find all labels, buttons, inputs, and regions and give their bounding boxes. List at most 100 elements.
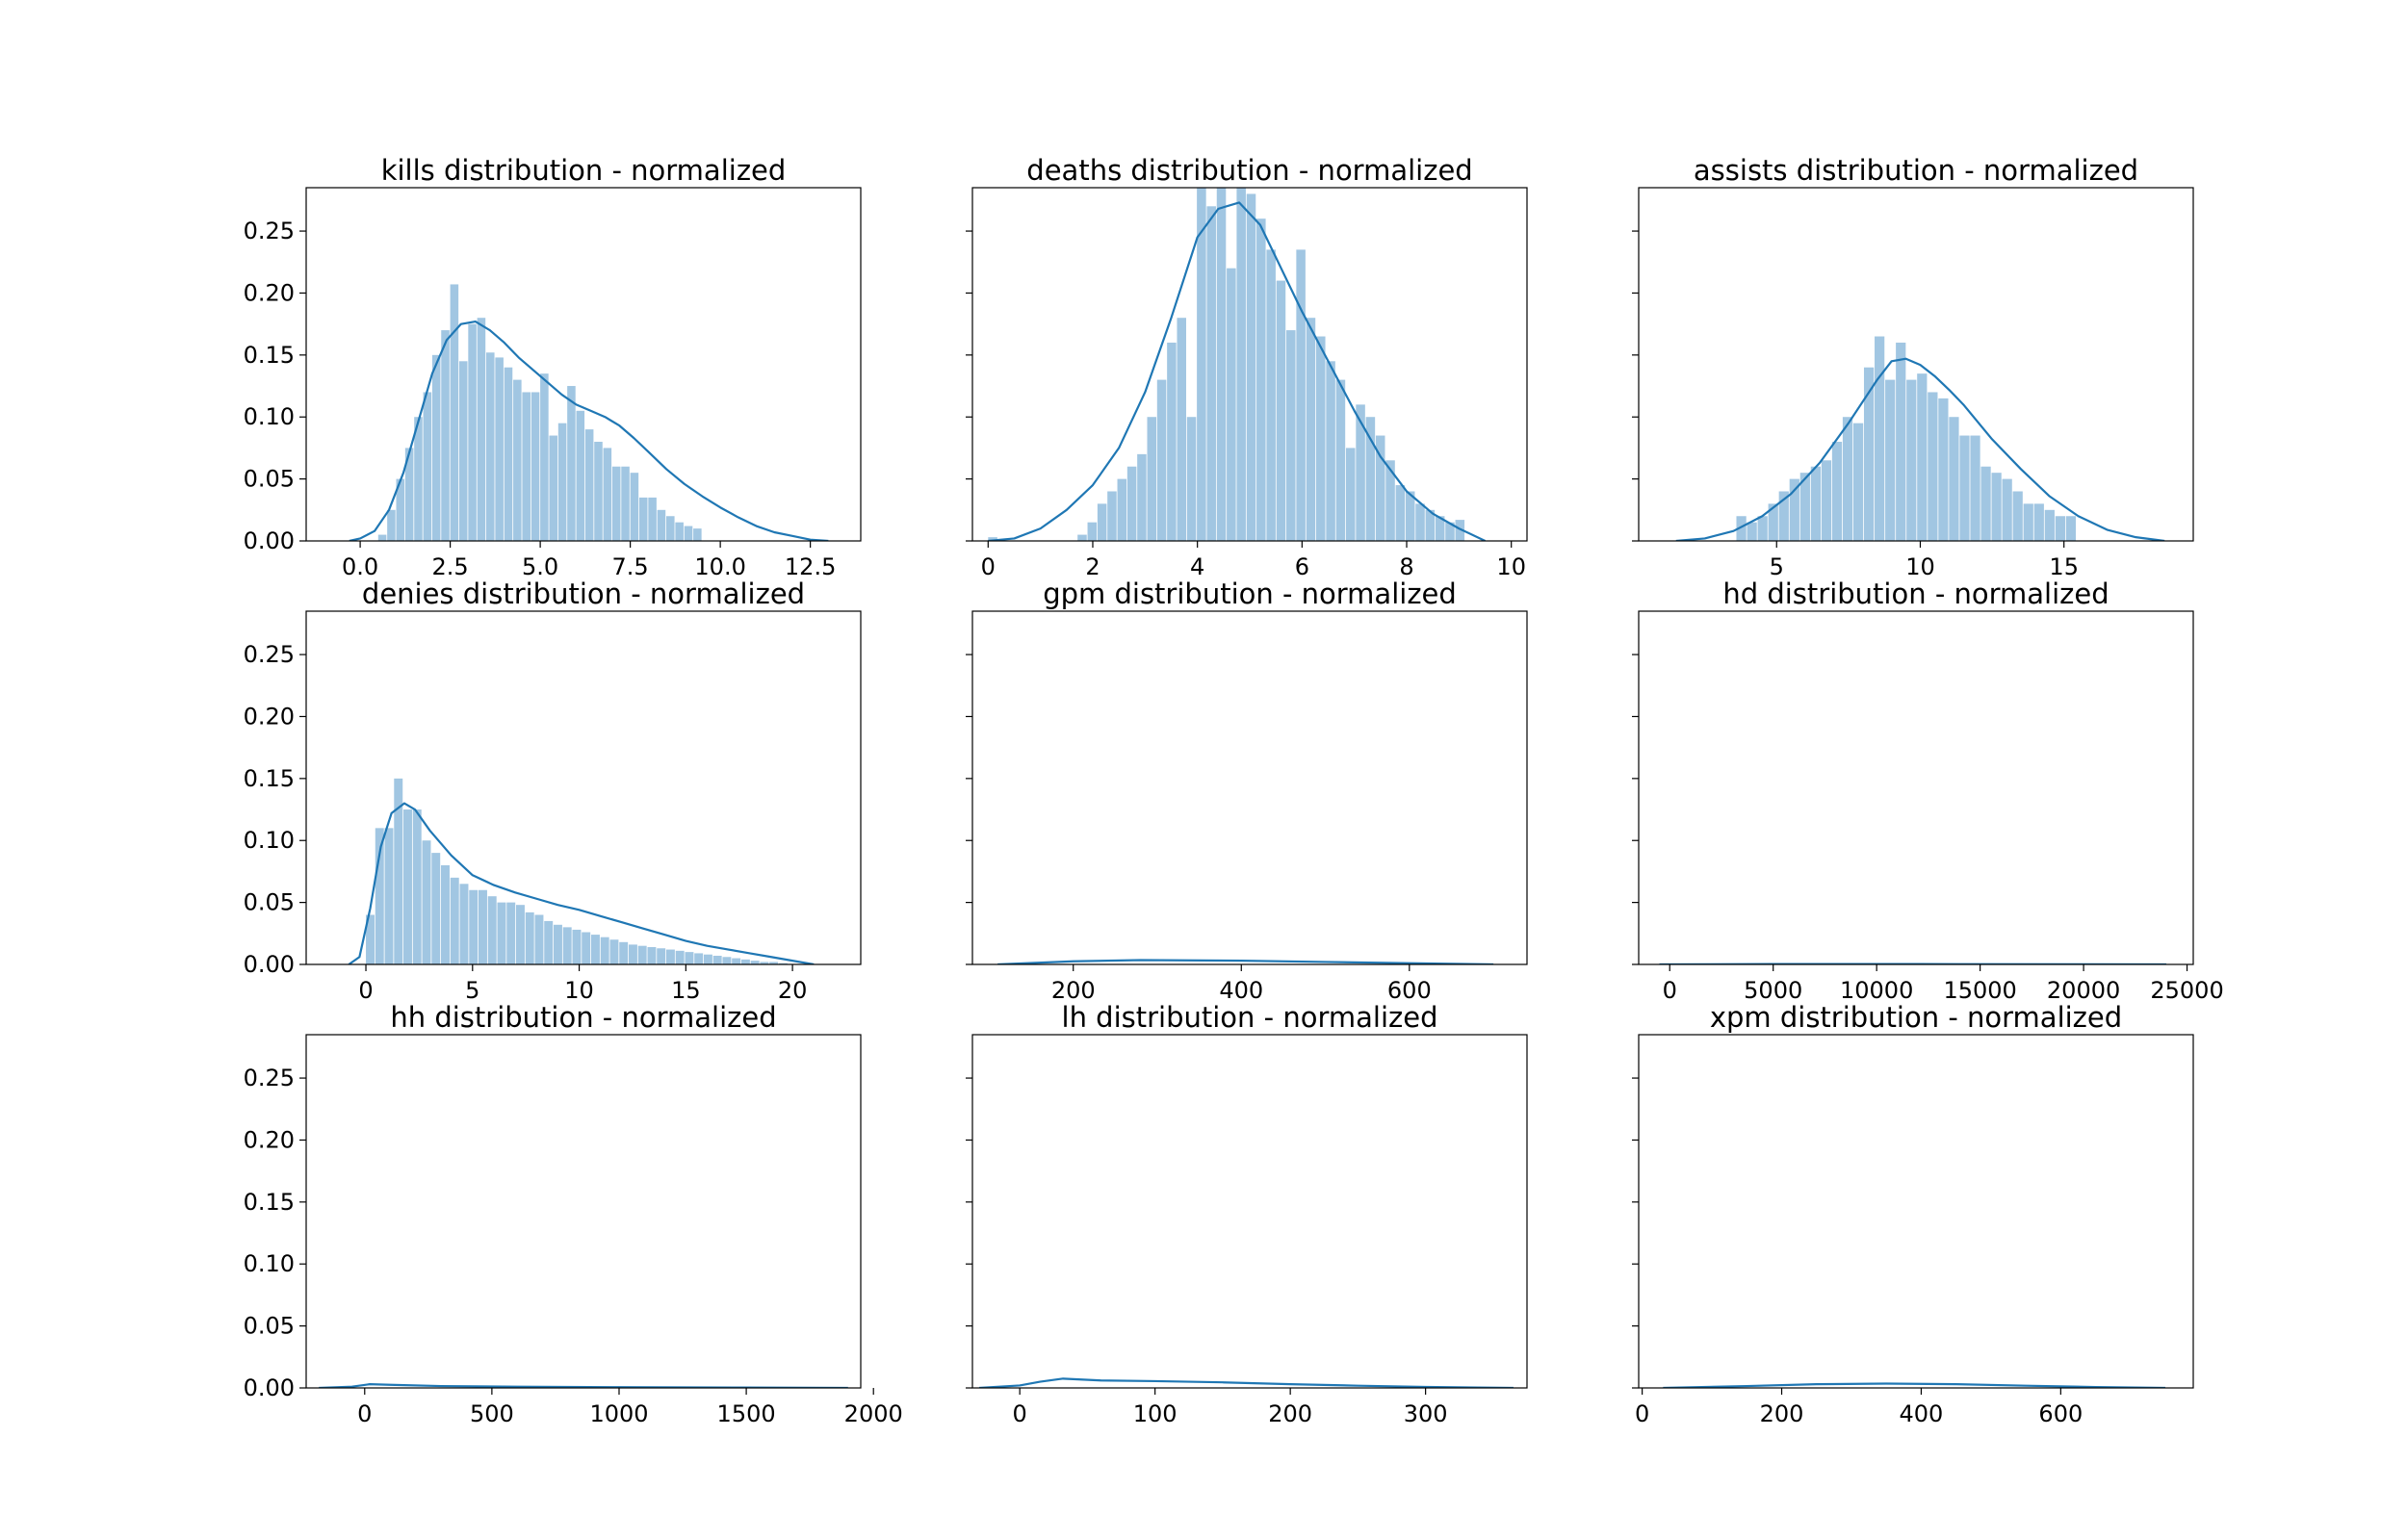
histogram-bar bbox=[2002, 478, 2012, 541]
x-tick-label: 0 bbox=[358, 977, 373, 1004]
histogram-bar bbox=[544, 920, 554, 964]
histogram-bar bbox=[1991, 473, 2002, 541]
x-tick-label: 20 bbox=[778, 977, 808, 1004]
x-tick-label: 400 bbox=[1219, 977, 1263, 1004]
histogram-bar bbox=[469, 889, 479, 964]
x-tick-label: 1000 bbox=[589, 1400, 648, 1427]
histogram-bar bbox=[515, 905, 525, 964]
histogram-bar bbox=[557, 423, 567, 541]
histogram-bar bbox=[1799, 473, 1810, 541]
histogram-bar bbox=[1137, 453, 1147, 541]
histogram-bar bbox=[1747, 522, 1757, 541]
histogram-bar bbox=[1778, 491, 1789, 541]
histogram-bar bbox=[609, 939, 619, 964]
histogram-bar bbox=[562, 927, 572, 964]
histogram-bar bbox=[497, 902, 506, 964]
histogram-bar bbox=[740, 959, 750, 964]
histogram-bar bbox=[1906, 379, 1917, 541]
histogram-bar bbox=[1087, 522, 1098, 541]
histogram-bar bbox=[1126, 466, 1137, 541]
histogram-bar bbox=[1831, 441, 1843, 541]
histogram-bar bbox=[567, 386, 576, 541]
histogram-bar bbox=[684, 526, 693, 541]
kde-line bbox=[1663, 1382, 2166, 1388]
x-tick-label: 600 bbox=[1387, 977, 1432, 1004]
histogram-bar bbox=[422, 840, 431, 964]
histogram-bar bbox=[1147, 417, 1157, 541]
x-tick-label: 7.5 bbox=[612, 553, 649, 580]
plot-area bbox=[1663, 1382, 2166, 1388]
histogram-bar bbox=[1227, 268, 1236, 541]
histogram-bar bbox=[584, 429, 594, 541]
subplot-1: 0.00 0.05 0.10 0.15 0.20 0.25 0.0 2.5 5.0 7.5 10.0… bbox=[244, 154, 862, 580]
histogram-bar bbox=[1970, 435, 1980, 541]
histogram-bar bbox=[1276, 280, 1286, 541]
axes-frame bbox=[971, 187, 1528, 542]
plot-area bbox=[348, 778, 815, 964]
histogram-bar bbox=[590, 935, 600, 964]
subplot-title: deaths distribution - normalized bbox=[1026, 154, 1472, 187]
x-tick-label: 12.5 bbox=[785, 553, 836, 580]
x-tick-label: 4 bbox=[1190, 553, 1204, 580]
histogram-bar bbox=[675, 950, 685, 964]
axes-frame bbox=[1638, 1034, 2194, 1389]
subplot-title: hd distribution - normalized bbox=[1722, 578, 2109, 610]
histogram-bar bbox=[441, 330, 450, 541]
histogram-bar bbox=[2044, 509, 2055, 541]
histogram-bar bbox=[576, 410, 585, 541]
x-tick-label: 200 bbox=[1268, 1400, 1312, 1427]
plot-area bbox=[1675, 336, 2165, 541]
histogram-bar bbox=[522, 392, 531, 541]
histogram-bar bbox=[2012, 491, 2023, 541]
histogram-bar bbox=[1852, 423, 1864, 541]
histogram-bar bbox=[712, 955, 722, 964]
x-tick-label: 8 bbox=[1399, 553, 1413, 580]
histogram-bar bbox=[619, 941, 629, 964]
subplot-title: gpm distribution - normalized bbox=[1043, 578, 1457, 610]
x-tick-label: 6 bbox=[1295, 553, 1309, 580]
x-tick-label: 400 bbox=[1900, 1400, 1944, 1427]
histogram-bar bbox=[1335, 379, 1346, 541]
y-tick-label: 0.15 bbox=[244, 765, 295, 792]
x-tick-label: 0 bbox=[1013, 1400, 1027, 1427]
histogram-bar bbox=[1875, 336, 1885, 541]
histogram-bar bbox=[513, 379, 522, 541]
histogram-bar bbox=[504, 367, 513, 541]
histogram-bar bbox=[1206, 206, 1216, 541]
histogram-bar bbox=[403, 809, 412, 964]
histogram-bar bbox=[1256, 218, 1266, 541]
kde-line bbox=[978, 1377, 1514, 1388]
histogram-bar bbox=[1197, 188, 1206, 541]
x-tick-label: 10 bbox=[1496, 553, 1526, 580]
kde-line bbox=[1675, 357, 2165, 541]
subplot-8: 0 100 200 300 lh distribution - normalized bbox=[966, 1001, 1528, 1427]
histogram-bar bbox=[1405, 491, 1415, 541]
histogram-bar bbox=[1425, 509, 1436, 541]
subplot-4: 0.00 0.05 0.10 0.15 0.20 0.25 0 5 10 15 20 denies d… bbox=[244, 578, 862, 1004]
axes-frame bbox=[1638, 610, 2194, 965]
histogram-bar bbox=[396, 478, 405, 541]
kde-line bbox=[988, 201, 1487, 541]
histogram-bar bbox=[375, 828, 384, 964]
y-tick-label: 0.25 bbox=[244, 1065, 295, 1091]
histogram-bar bbox=[506, 902, 516, 964]
subplot-7: 0.00 0.05 0.10 0.15 0.20 0.25 0 500 1000 1500 2000… bbox=[244, 1001, 903, 1427]
histogram-bar bbox=[760, 962, 769, 964]
histogram-bar bbox=[531, 392, 540, 541]
histogram-bar bbox=[1415, 503, 1425, 541]
histogram-bar bbox=[525, 911, 534, 964]
x-tick-label: 600 bbox=[2038, 1400, 2083, 1427]
histogram-bar bbox=[412, 809, 422, 964]
histogram-bar bbox=[1365, 417, 1376, 541]
histogram-bar bbox=[1885, 379, 1896, 541]
subplot-5: 200 400 600 gpm distribution - normalized bbox=[966, 578, 1528, 1004]
histogram-bar bbox=[1395, 485, 1406, 541]
histogram-bar bbox=[459, 884, 469, 964]
histogram-bar bbox=[1156, 379, 1167, 541]
histogram-bar bbox=[431, 354, 441, 541]
histogram-bar bbox=[1107, 491, 1117, 541]
histogram-bar bbox=[1286, 330, 1296, 541]
y-tick-label: 0.20 bbox=[244, 703, 295, 730]
histogram-bar bbox=[1345, 448, 1356, 541]
